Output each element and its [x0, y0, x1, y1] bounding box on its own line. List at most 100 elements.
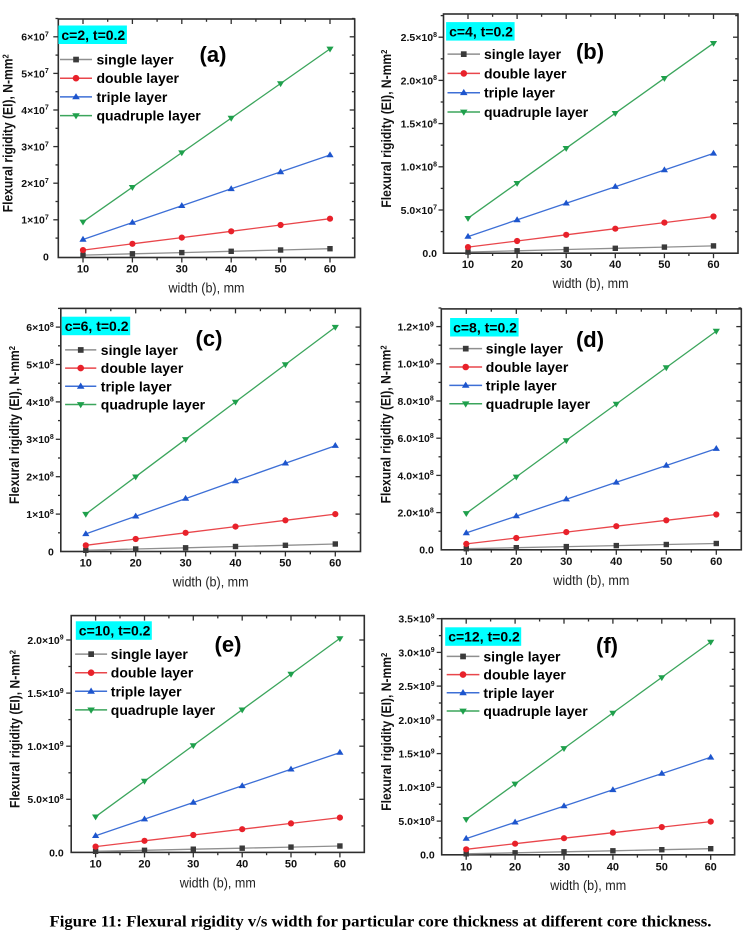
svg-text:5.0×108: 5.0×108 — [398, 816, 434, 828]
svg-text:10: 10 — [80, 558, 92, 570]
svg-text:50: 50 — [660, 556, 672, 568]
svg-text:3.5×109: 3.5×109 — [398, 613, 434, 625]
svg-text:triple layer: triple layer — [101, 378, 172, 394]
svg-text:2.0×108: 2.0×108 — [401, 75, 437, 87]
svg-text:4×107: 4×107 — [21, 105, 49, 117]
svg-text:2.0×109: 2.0×109 — [27, 635, 63, 647]
svg-text:1.2×109: 1.2×109 — [397, 321, 433, 333]
svg-text:20: 20 — [511, 259, 523, 271]
svg-text:0.0: 0.0 — [49, 847, 64, 859]
svg-text:60: 60 — [324, 263, 336, 275]
svg-text:20: 20 — [138, 858, 150, 870]
svg-text:quadruple layer: quadruple layer — [483, 703, 588, 719]
svg-text:6.0×108: 6.0×108 — [397, 433, 433, 445]
svg-text:50: 50 — [656, 861, 668, 873]
svg-text:1.5×109: 1.5×109 — [398, 748, 434, 760]
svg-text:2×108: 2×108 — [26, 471, 54, 483]
svg-text:0.0: 0.0 — [420, 850, 435, 862]
svg-text:width (b), mm: width (b), mm — [172, 575, 249, 590]
svg-text:c=10, t=0.2: c=10, t=0.2 — [79, 623, 151, 639]
svg-text:width (b), mm: width (b), mm — [179, 875, 256, 890]
svg-text:1.5×109: 1.5×109 — [27, 688, 63, 700]
svg-text:quadruple layer: quadruple layer — [484, 104, 589, 120]
svg-text:single layer: single layer — [484, 46, 562, 62]
svg-text:Flexural rigidity (EI), N-mm2: Flexural rigidity (EI), N-mm2 — [7, 346, 22, 504]
svg-text:30: 30 — [560, 259, 572, 271]
svg-text:triple layer: triple layer — [111, 683, 182, 699]
svg-text:60: 60 — [329, 558, 341, 570]
svg-text:triple layer: triple layer — [484, 85, 555, 101]
svg-text:30: 30 — [179, 558, 191, 570]
svg-text:1.0×108: 1.0×108 — [401, 162, 437, 174]
svg-text:single layer: single layer — [111, 646, 189, 662]
svg-text:4.0×108: 4.0×108 — [397, 470, 433, 482]
svg-text:0.0: 0.0 — [419, 545, 434, 557]
svg-text:10: 10 — [89, 858, 101, 870]
svg-text:20: 20 — [130, 558, 142, 570]
svg-text:40: 40 — [607, 861, 619, 873]
svg-text:double layer: double layer — [101, 360, 184, 376]
svg-text:10: 10 — [462, 259, 474, 271]
svg-text:40: 40 — [225, 263, 237, 275]
svg-text:c=4, t=0.2: c=4, t=0.2 — [449, 23, 513, 39]
svg-text:0: 0 — [43, 251, 49, 263]
svg-text:60: 60 — [334, 858, 346, 870]
svg-text:40: 40 — [610, 556, 622, 568]
svg-text:width (b), mm: width (b), mm — [552, 573, 629, 588]
svg-text:6×107: 6×107 — [21, 32, 49, 44]
svg-text:triple layer: triple layer — [486, 377, 557, 393]
svg-text:1×107: 1×107 — [21, 215, 49, 227]
svg-text:1.0×109: 1.0×109 — [397, 359, 433, 371]
svg-text:Flexural rigidity (EI), N-mm2: Flexural rigidity (EI), N-mm2 — [1, 54, 16, 212]
svg-text:single layer: single layer — [101, 342, 179, 358]
svg-text:3×108: 3×108 — [26, 434, 54, 446]
svg-text:single layer: single layer — [486, 341, 564, 357]
svg-text:Figure 11: Flexural rigidity v: Figure 11: Flexural rigidity v/s width f… — [50, 913, 712, 930]
svg-text:(d): (d) — [576, 327, 604, 352]
svg-text:1.0×109: 1.0×109 — [398, 782, 434, 794]
svg-text:30: 30 — [560, 556, 572, 568]
svg-text:5.0×108: 5.0×108 — [27, 794, 63, 806]
svg-text:5×108: 5×108 — [26, 359, 54, 371]
svg-text:Flexural rigidity (EI), N-mm2: Flexural rigidity (EI), N-mm2 — [379, 345, 394, 503]
svg-text:single layer: single layer — [483, 648, 561, 664]
svg-text:10: 10 — [460, 861, 472, 873]
svg-text:30: 30 — [558, 861, 570, 873]
svg-text:width (b), mm: width (b), mm — [552, 276, 629, 291]
svg-text:2.0×108: 2.0×108 — [397, 507, 433, 519]
svg-text:30: 30 — [176, 263, 188, 275]
svg-text:1.5×108: 1.5×108 — [401, 118, 437, 130]
svg-text:2.5×109: 2.5×109 — [398, 681, 434, 693]
svg-text:single layer: single layer — [97, 52, 175, 68]
svg-text:c=2, t=0.2: c=2, t=0.2 — [61, 27, 125, 43]
svg-text:10: 10 — [77, 263, 89, 275]
svg-text:20: 20 — [509, 861, 521, 873]
svg-text:2.0×109: 2.0×109 — [398, 715, 434, 727]
svg-text:Flexural rigidity (EI), N-mm2: Flexural rigidity (EI), N-mm2 — [379, 49, 394, 207]
svg-text:double layer: double layer — [486, 359, 569, 375]
svg-text:40: 40 — [229, 558, 241, 570]
svg-text:c=12, t=0.2: c=12, t=0.2 — [448, 629, 520, 645]
svg-text:(a): (a) — [200, 42, 227, 67]
svg-text:60: 60 — [710, 556, 722, 568]
svg-text:5×107: 5×107 — [21, 68, 49, 80]
svg-text:60: 60 — [707, 259, 719, 271]
svg-text:quadruple layer: quadruple layer — [111, 702, 216, 718]
svg-text:Flexural rigidity (EI), N-mm2: Flexural rigidity (EI), N-mm2 — [379, 653, 394, 811]
svg-text:width (b), mm: width (b), mm — [168, 281, 245, 296]
svg-text:5.0×107: 5.0×107 — [401, 205, 437, 217]
svg-text:triple layer: triple layer — [483, 685, 554, 701]
svg-text:double layer: double layer — [483, 667, 566, 683]
svg-text:10: 10 — [460, 556, 472, 568]
svg-text:6×108: 6×108 — [26, 322, 54, 334]
svg-text:quadruple layer: quadruple layer — [101, 397, 206, 413]
svg-text:double layer: double layer — [97, 70, 180, 86]
svg-text:3.0×109: 3.0×109 — [398, 647, 434, 659]
svg-text:50: 50 — [658, 259, 670, 271]
svg-text:c=6, t=0.2: c=6, t=0.2 — [65, 318, 129, 334]
svg-text:c=8, t=0.2: c=8, t=0.2 — [453, 319, 517, 335]
svg-text:1×108: 1×108 — [26, 509, 54, 521]
svg-text:(c): (c) — [196, 326, 223, 351]
svg-text:0: 0 — [48, 546, 54, 558]
svg-text:20: 20 — [510, 556, 522, 568]
